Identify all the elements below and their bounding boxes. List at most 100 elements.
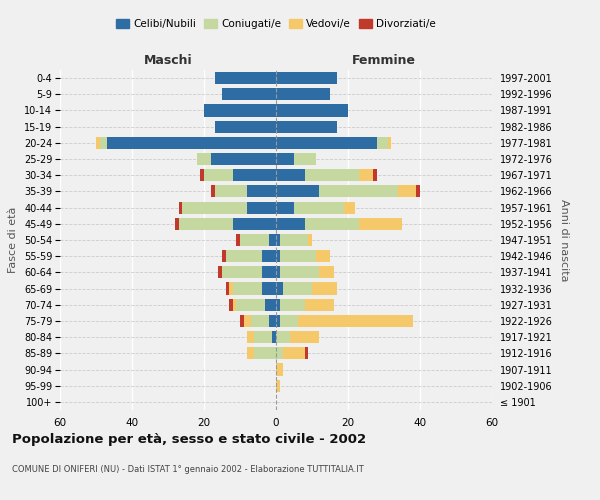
Bar <box>233 282 262 294</box>
Bar <box>276 137 377 149</box>
Text: Popolazione per età, sesso e stato civile - 2002: Popolazione per età, sesso e stato civil… <box>12 432 366 446</box>
Bar <box>233 218 276 230</box>
Bar <box>280 250 316 262</box>
Bar <box>222 250 226 262</box>
Bar <box>204 169 233 181</box>
Bar <box>229 282 233 294</box>
Bar <box>276 202 294 213</box>
Bar <box>305 169 359 181</box>
Bar <box>359 218 402 230</box>
Bar <box>233 298 236 311</box>
Bar <box>236 234 240 246</box>
Text: Maschi: Maschi <box>143 54 193 67</box>
Bar <box>290 331 319 343</box>
Bar <box>254 348 276 360</box>
Bar <box>247 202 276 213</box>
Bar <box>276 315 280 327</box>
Bar <box>276 266 280 278</box>
Bar <box>215 72 276 84</box>
Bar <box>240 315 244 327</box>
Bar <box>305 218 359 230</box>
Bar <box>377 137 388 149</box>
Bar <box>276 153 294 165</box>
Bar <box>215 120 276 132</box>
Bar <box>294 153 316 165</box>
Bar <box>96 137 100 149</box>
Bar <box>179 218 233 230</box>
Bar <box>276 234 280 246</box>
Bar <box>280 298 305 311</box>
Bar <box>283 282 312 294</box>
Bar <box>276 218 305 230</box>
Text: Femmine: Femmine <box>352 54 416 67</box>
Bar <box>107 137 276 149</box>
Bar <box>265 298 276 311</box>
Bar <box>305 348 308 360</box>
Bar <box>222 88 276 101</box>
Bar <box>269 315 276 327</box>
Bar <box>222 266 262 278</box>
Bar <box>244 315 251 327</box>
Bar <box>262 266 276 278</box>
Bar <box>204 104 276 117</box>
Bar <box>218 266 222 278</box>
Bar <box>247 348 254 360</box>
Bar <box>211 153 276 165</box>
Bar <box>276 104 348 117</box>
Bar <box>276 88 330 101</box>
Bar <box>388 137 391 149</box>
Bar <box>298 315 413 327</box>
Bar <box>305 298 334 311</box>
Bar <box>269 234 276 246</box>
Y-axis label: Anni di nascita: Anni di nascita <box>559 198 569 281</box>
Bar <box>276 250 280 262</box>
Bar <box>280 315 298 327</box>
Bar <box>276 364 283 376</box>
Bar <box>211 186 215 198</box>
Bar <box>316 250 330 262</box>
Bar <box>100 137 107 149</box>
Bar <box>276 282 283 294</box>
Legend: Celibi/Nubili, Coniugati/e, Vedovi/e, Divorziati/e: Celibi/Nubili, Coniugati/e, Vedovi/e, Di… <box>112 15 440 34</box>
Bar <box>215 186 247 198</box>
Bar <box>276 331 290 343</box>
Bar <box>416 186 420 198</box>
Bar <box>233 169 276 181</box>
Text: COMUNE DI ONIFERI (NU) - Dati ISTAT 1° gennaio 2002 - Elaborazione TUTTITALIA.IT: COMUNE DI ONIFERI (NU) - Dati ISTAT 1° g… <box>12 466 364 474</box>
Bar <box>247 331 254 343</box>
Bar <box>312 282 337 294</box>
Bar <box>175 218 179 230</box>
Bar <box>276 169 305 181</box>
Bar <box>229 298 233 311</box>
Bar <box>276 380 280 392</box>
Bar <box>319 186 398 198</box>
Bar <box>254 331 272 343</box>
Bar <box>294 202 344 213</box>
Bar <box>319 266 334 278</box>
Bar <box>344 202 355 213</box>
Y-axis label: Fasce di età: Fasce di età <box>8 207 19 273</box>
Bar <box>251 315 269 327</box>
Bar <box>262 282 276 294</box>
Bar <box>240 234 269 246</box>
Bar <box>226 282 229 294</box>
Bar <box>226 250 262 262</box>
Bar <box>272 331 276 343</box>
Bar <box>236 298 265 311</box>
Bar <box>398 186 416 198</box>
Bar <box>276 298 280 311</box>
Bar <box>280 234 308 246</box>
Bar <box>308 234 312 246</box>
Bar <box>197 153 211 165</box>
Bar <box>262 250 276 262</box>
Bar <box>280 266 319 278</box>
Bar <box>283 348 305 360</box>
Bar <box>276 348 283 360</box>
Bar <box>200 169 204 181</box>
Bar <box>276 120 337 132</box>
Bar <box>182 202 247 213</box>
Bar <box>247 186 276 198</box>
Bar <box>179 202 182 213</box>
Bar <box>359 169 373 181</box>
Bar <box>373 169 377 181</box>
